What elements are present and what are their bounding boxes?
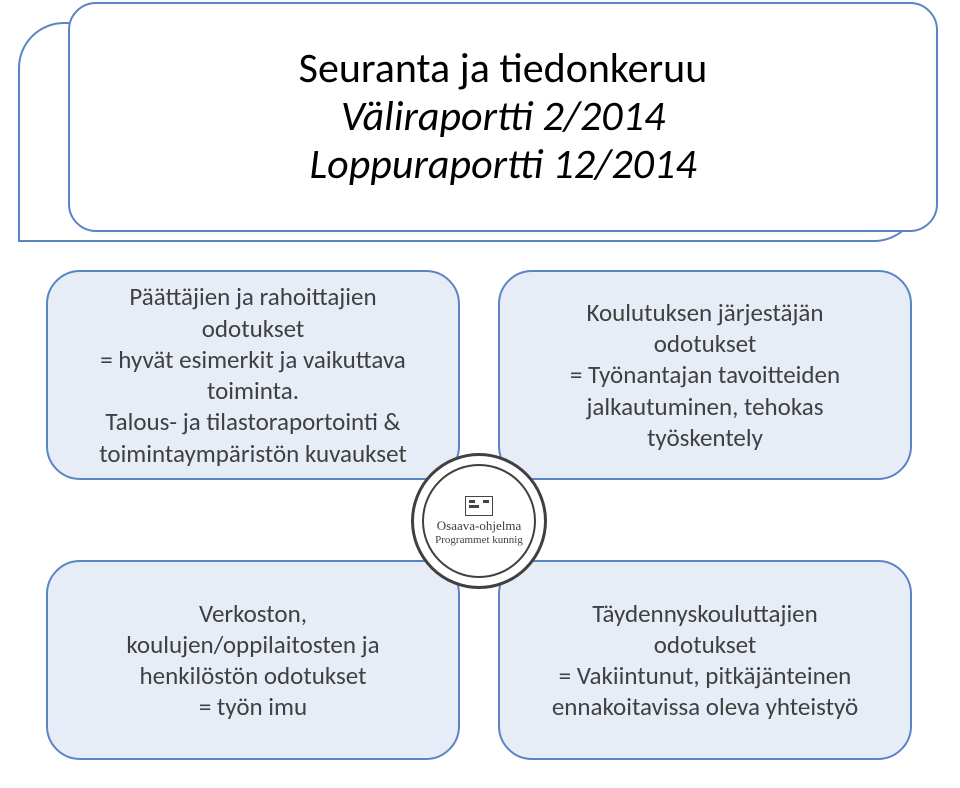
text-line: = Työnantajan tavoitteiden bbox=[524, 359, 886, 390]
text-line: ennakoitavissa oleva yhteistyö bbox=[524, 691, 886, 722]
text-line: = hyvät esimerkit ja vaikuttava bbox=[72, 344, 434, 375]
text-line: Verkoston, bbox=[72, 598, 434, 629]
text-line: Päättäjien ja rahoittajien bbox=[72, 281, 434, 312]
osaava-stamp: Osaava-ohjelma Programmet kunnig bbox=[411, 453, 547, 589]
text-line: toiminta. bbox=[72, 375, 434, 406]
slide: Seuranta ja tiedonkeruuVäliraportti 2/20… bbox=[0, 0, 960, 788]
text-line: Talous- ja tilastoraportointi & bbox=[72, 406, 434, 437]
box-content: Koulutuksen järjestäjänodotukset= Työnan… bbox=[524, 297, 886, 453]
title-box: Seuranta ja tiedonkeruuVäliraportti 2/20… bbox=[68, 2, 938, 232]
text-line: jalkautuminen, tehokas bbox=[524, 391, 886, 422]
box-content: Päättäjien ja rahoittajienodotukset= hyv… bbox=[72, 281, 434, 469]
stamp-line-1: Osaava-ohjelma bbox=[437, 518, 521, 534]
text-line: työskentely bbox=[524, 422, 886, 453]
text-line: Täydennyskouluttajien bbox=[524, 598, 886, 629]
text-line: henkilöstön odotukset bbox=[72, 660, 434, 691]
text-line: odotukset bbox=[524, 629, 886, 660]
text-line: = työn imu bbox=[72, 691, 434, 722]
box-content: Täydennyskouluttajienodotukset= Vakiintu… bbox=[524, 598, 886, 723]
text-line: Koulutuksen järjestäjän bbox=[524, 297, 886, 328]
box-content: Verkoston,koulujen/oppilaitosten jahenki… bbox=[72, 598, 434, 723]
box-decision-makers: Päättäjien ja rahoittajienodotukset= hyv… bbox=[46, 270, 460, 480]
text-line: toimintaympäristön kuvaukset bbox=[72, 438, 434, 469]
stamp-line-2: Programmet kunnig bbox=[435, 534, 523, 546]
title-line-1: Seuranta ja tiedonkeruu bbox=[299, 45, 708, 93]
stamp-logo-icon bbox=[465, 496, 493, 516]
box-trainers: Täydennyskouluttajienodotukset= Vakiintu… bbox=[498, 560, 912, 760]
text-line: odotukset bbox=[72, 313, 434, 344]
text-line: odotukset bbox=[524, 328, 886, 359]
text-line: koulujen/oppilaitosten ja bbox=[72, 629, 434, 660]
title-line-2: Väliraportti 2/2014 bbox=[341, 93, 665, 141]
box-network: Verkoston,koulujen/oppilaitosten jahenki… bbox=[46, 560, 460, 760]
box-education-organizer: Koulutuksen järjestäjänodotukset= Työnan… bbox=[498, 270, 912, 480]
text-line: = Vakiintunut, pitkäjänteinen bbox=[524, 660, 886, 691]
title-line-3: Loppuraportti 12/2014 bbox=[310, 141, 697, 189]
osaava-stamp-inner: Osaava-ohjelma Programmet kunnig bbox=[422, 464, 536, 578]
